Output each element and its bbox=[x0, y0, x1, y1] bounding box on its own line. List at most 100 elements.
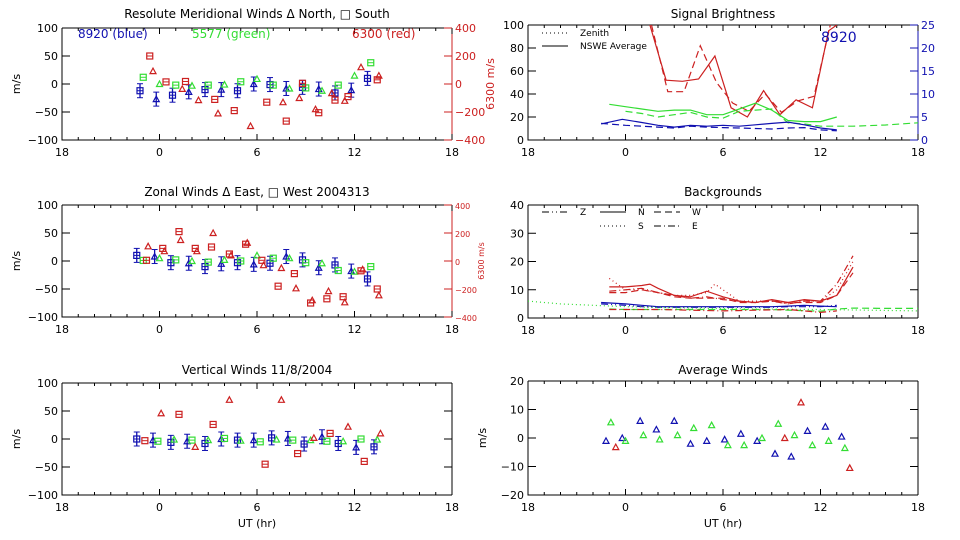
data-point bbox=[252, 251, 262, 259]
y-tick-label: 50 bbox=[44, 405, 58, 418]
data-point bbox=[225, 395, 234, 403]
data-point bbox=[295, 93, 304, 102]
data-point bbox=[204, 435, 213, 444]
data-point bbox=[327, 88, 336, 97]
series-line bbox=[608, 261, 854, 305]
y-tick-label: 100 bbox=[37, 377, 58, 390]
series-line bbox=[600, 118, 837, 131]
y2-axis-label: 6300 m/s bbox=[477, 242, 486, 280]
data-point bbox=[308, 295, 317, 304]
x-tick-label: 6 bbox=[720, 501, 727, 514]
series-line bbox=[609, 266, 854, 304]
x-tick-label: 12 bbox=[814, 324, 828, 337]
x-tick-label: 18 bbox=[911, 501, 925, 514]
data-point bbox=[291, 284, 301, 292]
chart-vertical: Vertical Winds 11/8/2004 18 0 6 12 18 UT (hr) 1… bbox=[10, 363, 459, 530]
data-point bbox=[340, 298, 349, 306]
x-tick-label: 0 bbox=[622, 146, 629, 159]
data-point bbox=[226, 251, 236, 259]
y2-tick-label: 0 bbox=[455, 258, 460, 267]
chart-title: Resolute Meridional Winds Δ North, □ Sou… bbox=[124, 7, 390, 21]
y-tick-label: −50 bbox=[35, 461, 58, 474]
y2-axis-label: 6300 m/s bbox=[484, 58, 497, 110]
data-point bbox=[209, 228, 218, 237]
data-point bbox=[757, 433, 767, 442]
y-tick-label: 0 bbox=[51, 255, 58, 268]
x-tick-label: 12 bbox=[348, 323, 362, 336]
y-tick-label: −10 bbox=[501, 461, 524, 474]
y-tick-label: 0 bbox=[51, 433, 58, 446]
y2-tick-label: 20 bbox=[921, 42, 935, 55]
data-point bbox=[314, 84, 323, 93]
data-point bbox=[358, 265, 367, 273]
data-point bbox=[347, 85, 356, 94]
y-tick-label: 0 bbox=[51, 78, 58, 91]
data-point bbox=[194, 95, 203, 104]
series-line bbox=[601, 301, 837, 308]
y-tick-label: −100 bbox=[28, 134, 58, 147]
data-point bbox=[150, 252, 159, 260]
x-tick-label: 18 bbox=[55, 323, 69, 336]
data-point bbox=[343, 422, 353, 430]
y2-tick-label: 200 bbox=[455, 230, 470, 239]
series-line bbox=[650, 25, 831, 114]
data-point bbox=[374, 291, 383, 299]
data-point bbox=[148, 66, 158, 75]
y-tick-label: −20 bbox=[501, 489, 524, 502]
series-line bbox=[625, 108, 918, 127]
data-point bbox=[689, 423, 698, 432]
data-point bbox=[317, 258, 327, 267]
x-tick-label: 6 bbox=[254, 501, 261, 514]
chart-title: Backgrounds bbox=[684, 185, 762, 199]
data-point bbox=[340, 96, 349, 104]
data-point bbox=[618, 433, 627, 442]
data-point bbox=[374, 71, 383, 79]
plot-frame bbox=[61, 27, 452, 141]
y-tick-label: 60 bbox=[510, 65, 524, 78]
chart-title: Vertical Winds 11/8/2004 bbox=[182, 363, 333, 377]
data-point bbox=[178, 84, 187, 92]
data-point bbox=[155, 79, 164, 88]
x-tick-label: 0 bbox=[156, 146, 163, 159]
series-line bbox=[609, 102, 837, 123]
x-tick-label: 0 bbox=[156, 501, 163, 514]
chart-zonal: Zonal Winds Δ East, □ West 2004313 18 0 6 12… bbox=[10, 185, 486, 336]
legend-label: N bbox=[638, 208, 645, 218]
y2-tick-label: 400 bbox=[455, 22, 476, 35]
y2-tick-label: 200 bbox=[455, 50, 476, 63]
data-point bbox=[373, 435, 382, 443]
y-tick-label: 100 bbox=[37, 22, 58, 35]
data-point bbox=[252, 74, 262, 83]
data-point bbox=[243, 238, 252, 246]
data-point bbox=[736, 429, 745, 437]
chart-average: Average Winds 18 0 6 12 18 UT (hr) 20 10 0 −10 −20 m… bbox=[476, 363, 925, 530]
x-tick-label: 0 bbox=[622, 324, 629, 337]
x-tick-label: 18 bbox=[911, 146, 925, 159]
x-tick-label: 18 bbox=[521, 324, 535, 337]
x-tick-label: 12 bbox=[814, 146, 828, 159]
y-tick-label: 100 bbox=[503, 19, 524, 32]
series-annotation: 8920 (blue) bbox=[78, 27, 148, 41]
data-point bbox=[155, 253, 164, 262]
series-line bbox=[609, 255, 854, 305]
y2-tick-label: 5 bbox=[921, 111, 928, 124]
x-axis-label: UT (hr) bbox=[238, 517, 276, 530]
plot-frame bbox=[527, 380, 918, 496]
plot-frame bbox=[527, 204, 918, 319]
data-point bbox=[845, 463, 854, 472]
plot-area bbox=[133, 228, 383, 307]
data-point bbox=[740, 440, 749, 449]
y-tick-label: −100 bbox=[28, 311, 58, 324]
data-point bbox=[278, 97, 288, 106]
data-point bbox=[249, 435, 258, 444]
x-tick-label: 18 bbox=[55, 501, 69, 514]
data-point bbox=[170, 435, 179, 443]
data-point bbox=[350, 267, 359, 275]
plot-frame bbox=[61, 204, 452, 318]
data-point bbox=[707, 420, 716, 429]
data-point bbox=[837, 432, 846, 440]
data-point bbox=[702, 436, 711, 444]
plot-area bbox=[133, 395, 385, 468]
